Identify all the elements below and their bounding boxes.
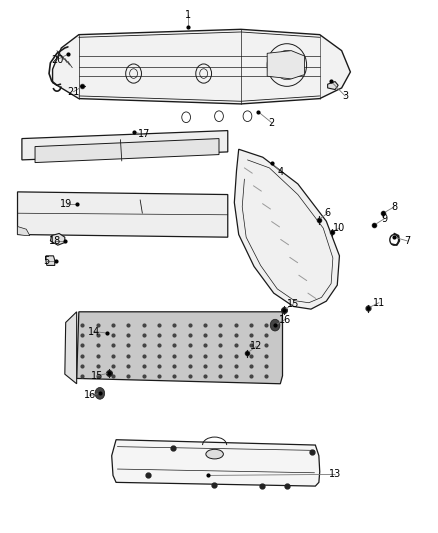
Circle shape <box>95 387 105 399</box>
Text: 19: 19 <box>60 199 73 208</box>
Text: 10: 10 <box>333 223 346 233</box>
Text: 16: 16 <box>84 391 96 400</box>
Polygon shape <box>53 29 350 104</box>
Text: 8: 8 <box>391 202 397 212</box>
Polygon shape <box>267 51 304 79</box>
Text: 9: 9 <box>381 214 388 223</box>
Text: 13: 13 <box>329 470 341 479</box>
Circle shape <box>270 319 280 331</box>
Text: 11: 11 <box>373 298 385 308</box>
Polygon shape <box>46 256 55 265</box>
Text: 17: 17 <box>138 130 151 139</box>
Polygon shape <box>112 440 320 486</box>
Text: 15: 15 <box>91 371 103 381</box>
Text: 16: 16 <box>279 315 291 325</box>
Polygon shape <box>65 312 77 384</box>
Text: 12: 12 <box>250 342 262 351</box>
Text: 5: 5 <box>43 256 49 266</box>
Text: 20: 20 <box>51 55 63 64</box>
Text: 4: 4 <box>277 167 283 176</box>
Polygon shape <box>18 227 30 236</box>
Text: 6: 6 <box>325 208 331 218</box>
Polygon shape <box>77 312 283 384</box>
Ellipse shape <box>206 449 223 459</box>
Text: 15: 15 <box>287 299 300 309</box>
Polygon shape <box>328 82 338 90</box>
Polygon shape <box>18 192 228 237</box>
Polygon shape <box>22 131 228 160</box>
Text: 21: 21 <box>67 87 80 96</box>
Polygon shape <box>234 149 339 309</box>
Text: 1: 1 <box>185 10 191 20</box>
Polygon shape <box>50 233 65 245</box>
Text: 14: 14 <box>88 327 100 336</box>
Polygon shape <box>35 139 219 163</box>
Text: 2: 2 <box>268 118 275 127</box>
Text: 7: 7 <box>404 236 410 246</box>
Text: 18: 18 <box>49 236 61 246</box>
Text: 3: 3 <box>342 91 348 101</box>
